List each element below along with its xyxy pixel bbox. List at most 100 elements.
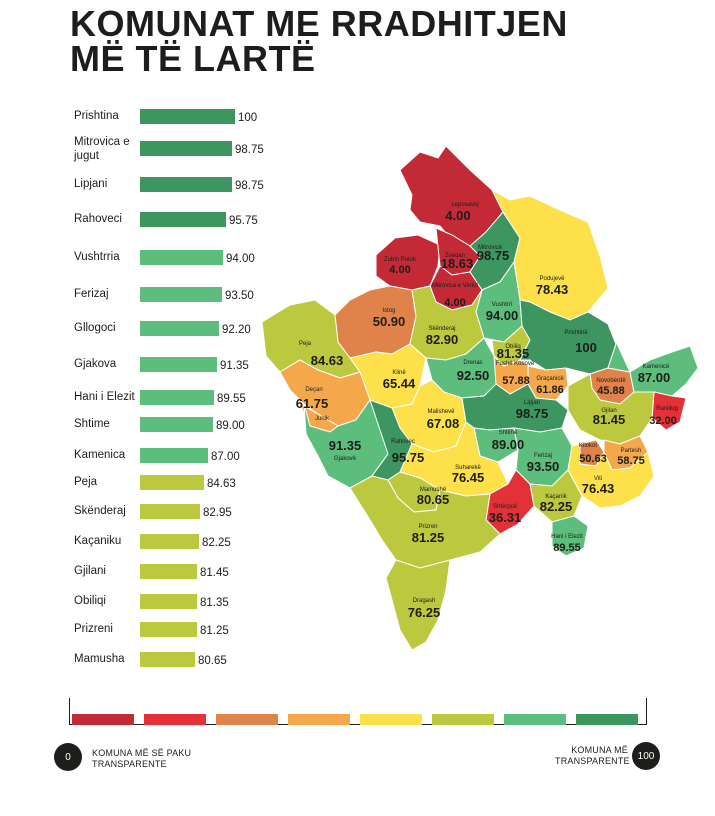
legend-min-text-line2: TRANSPARENTE <box>92 759 167 769</box>
map-region-value: 78.43 <box>536 282 569 297</box>
map-region-name: Dragash <box>413 598 436 604</box>
bar <box>140 357 217 372</box>
bar-label: Gjilani <box>74 565 106 577</box>
map-region-value: 84.63 <box>311 353 344 368</box>
legend-swatch <box>432 714 494 725</box>
bar-value-label: 92.20 <box>222 324 251 336</box>
map-region-name: Podujevë <box>539 276 565 282</box>
map-region-name: Suharekë <box>455 465 481 471</box>
bar-label: Prishtina <box>74 110 119 122</box>
map-region-value: 89.55 <box>553 542 581 554</box>
map-region-name: Mamushë <box>420 487 447 493</box>
bar-label: Obiliqi <box>74 595 106 607</box>
bar-label: Skënderaj <box>74 505 126 517</box>
legend-swatch <box>504 714 566 725</box>
bar <box>140 212 226 227</box>
map-region-value: 80.65 <box>417 492 450 507</box>
bar <box>140 475 204 490</box>
bar <box>140 417 213 432</box>
bar-value-label: 98.75 <box>235 180 264 192</box>
bar-label: Hani i Elezit <box>74 391 135 403</box>
bar-value-label: 87.00 <box>211 451 240 463</box>
map-region-name: Kllokot <box>579 443 597 449</box>
bar-label: Shtime <box>74 418 110 430</box>
map-region-name: Drenas <box>463 360 482 366</box>
map-region-value: 81.35 <box>497 346 530 361</box>
map-region-name: Ferizaj <box>534 453 552 459</box>
map-region-value: 65.44 <box>383 376 416 391</box>
legend-min-text-line1: KOMUNA MË SË PAKU <box>92 748 192 758</box>
bar <box>140 594 197 609</box>
legend-swatch <box>360 714 422 725</box>
map-region-name: Leposaviq <box>451 202 478 208</box>
map-region-name: Klinë <box>392 370 406 376</box>
bar-value-label: 100 <box>238 112 258 124</box>
map-region-value: 81.25 <box>412 530 445 545</box>
bar <box>140 504 200 519</box>
legend-max-text-line2: TRANSPARENTE <box>555 756 630 766</box>
bar-label: Kamenica <box>74 449 126 461</box>
map-region-value: 58.75 <box>617 455 645 467</box>
map-region-value: 18.63 <box>441 256 474 271</box>
map-region-value: 67.08 <box>427 416 460 431</box>
map-region <box>529 469 583 523</box>
map-region <box>349 475 501 569</box>
map-region-name: Skënderaj <box>428 326 455 332</box>
legend-swatch <box>288 714 350 725</box>
legend-max-circle: 100 <box>632 742 660 770</box>
bar-value-label: 98.75 <box>235 144 264 156</box>
bar-value-label: 80.65 <box>198 655 227 667</box>
map-region-value: 76.45 <box>452 470 485 485</box>
map-region-value: 89.00 <box>492 437 525 452</box>
bar-label: Gjakova <box>74 358 117 370</box>
map-region <box>385 559 451 651</box>
legend-swatch <box>576 714 638 725</box>
bar-label: Ferizaj <box>74 288 109 300</box>
page-title: KOMUNAT ME RRADHITJEN MË TË LARTË <box>70 3 630 79</box>
bar-value-label: 84.63 <box>207 478 236 490</box>
map-region-value: 100 <box>575 340 597 355</box>
legend-swatch <box>144 714 206 725</box>
map-region-name: Gjilan <box>601 408 616 414</box>
bar-value-label: 82.25 <box>202 537 231 549</box>
bar-value-label: 95.75 <box>229 215 258 227</box>
bar-value-label: 91.35 <box>220 360 249 372</box>
map-region-name: Istog <box>382 308 395 314</box>
title-line-2: MË TË LARTË <box>70 38 316 79</box>
map-region-value: 93.50 <box>527 459 560 474</box>
map-region-value: 36.31 <box>489 510 522 525</box>
map-region-value: 76.43 <box>582 481 615 496</box>
bar-value-label: 82.95 <box>203 507 232 519</box>
map-region-name: Graçanicë <box>536 376 564 382</box>
map-region-name: Peja <box>299 341 312 347</box>
bar-value-label: 93.50 <box>225 290 254 302</box>
map-region-name: Gjakovë <box>334 456 357 462</box>
map-region-value: 94.00 <box>486 308 519 323</box>
map-region-value: 92.50 <box>457 368 490 383</box>
bar <box>140 141 232 156</box>
bar-value-label: 89.00 <box>216 420 245 432</box>
map-region-name: Junik <box>315 416 330 422</box>
map-region-name: Hani i Elezit <box>551 534 583 540</box>
title-line-1: KOMUNAT ME RRADHITJEN <box>70 3 568 44</box>
bar <box>140 448 208 463</box>
map-region-name: Fushë Kosovë <box>496 361 535 367</box>
map-region-value: 4.00 <box>444 297 465 309</box>
map-region-value: 50.90 <box>373 314 406 329</box>
map-region-name: Zveqan <box>445 253 465 259</box>
bar <box>140 177 232 192</box>
bar <box>140 287 222 302</box>
map-region-name: Partesh <box>621 448 642 454</box>
bar-label: Vushtrria <box>74 251 120 263</box>
bar <box>140 622 197 637</box>
map-region-name: Obiliq <box>505 344 520 350</box>
bar-label: Peja <box>74 476 98 488</box>
bar-value-label: 81.45 <box>200 567 229 579</box>
map-region-name: Prizren <box>418 524 437 530</box>
map-region-value: 57.88 <box>502 375 530 387</box>
map-region-value: 32.00 <box>649 415 677 427</box>
map-region-name: Zubin Potok <box>384 257 417 263</box>
bar <box>140 564 197 579</box>
map-region-value: 61.86 <box>536 384 564 396</box>
bar <box>140 321 219 336</box>
